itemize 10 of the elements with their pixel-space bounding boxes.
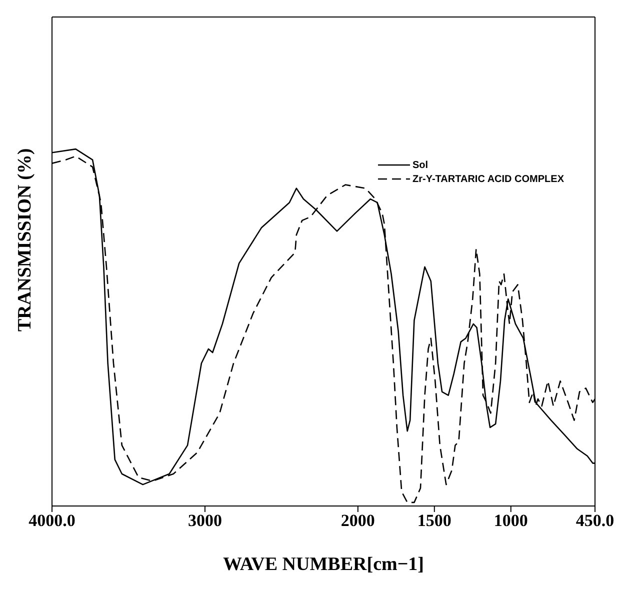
x-tick-label: 2000 [340,511,375,530]
x-tick-label: 1000 [494,511,528,530]
x-axis-title: WAVE NUMBER[cm−1] [223,554,424,575]
legend-label: Zr-Y-TARTARIC ACID COMPLEX [412,174,564,184]
x-tick-label: 3000 [188,511,222,530]
y-axis-title: TRANSMISSION (%) [14,148,36,332]
x-tick-label: 450.0 [576,511,614,530]
legend-label: Sol [412,160,428,170]
x-tick-label: 4000.0 [28,511,76,530]
x-tick-label: 1500 [417,511,452,530]
